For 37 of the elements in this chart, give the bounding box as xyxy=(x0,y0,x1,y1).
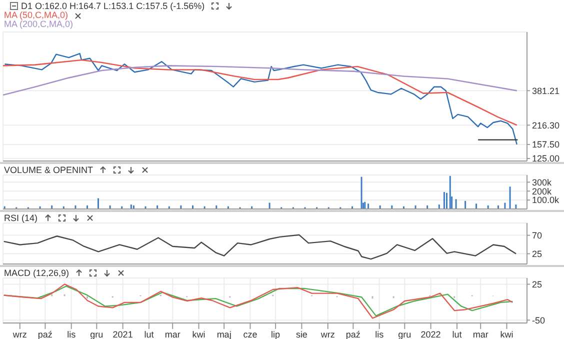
y-tick-label: 25 xyxy=(532,279,542,290)
y-tick-label: 200k xyxy=(532,186,552,196)
y-tick-label: 300k xyxy=(532,177,552,188)
x-tick-label: lut xyxy=(452,329,462,339)
y-tick-label: 70 xyxy=(532,230,542,240)
x-tick-label: kwi xyxy=(192,329,206,339)
chart-title: MACD (12,26,9) xyxy=(4,268,70,278)
text: MA (200,C,MA,0) xyxy=(4,19,74,29)
x-tick-label: lut xyxy=(144,329,154,339)
x-tick-label: cze xyxy=(243,329,258,339)
x-tick-label: mar xyxy=(472,329,488,339)
y-tick-label: 157.50 xyxy=(532,140,560,150)
x-tick-label: 2021 xyxy=(112,329,133,339)
chart-title: RSI (14) xyxy=(4,213,38,223)
y-tick-label: 25 xyxy=(532,248,542,259)
y-tick-label: 216.30 xyxy=(532,120,560,130)
x-tick-label: wrz xyxy=(320,329,336,339)
x-tick-label: gru xyxy=(398,329,412,339)
chart-title: D1 O:162.0 H:164.7 L:153.1 C:157.5 (-1.56%) xyxy=(21,1,205,11)
x-tick-label: 2022 xyxy=(420,329,441,339)
y-tick-label: 125.00 xyxy=(532,154,560,164)
x-tick-label: gru xyxy=(90,329,104,339)
x-tick-label: maj xyxy=(216,329,232,339)
y-tick-label: 381.21 xyxy=(532,86,560,96)
x-tick-label: paź xyxy=(38,329,53,339)
x-tick-label: wrz xyxy=(12,329,28,339)
x-tick-label: lis xyxy=(67,329,76,339)
x-tick-label: mar xyxy=(164,329,180,339)
x-tick-label: lis xyxy=(375,329,384,339)
x-tick-label: kwi xyxy=(500,329,514,339)
text: MA (50,C,MA,0) xyxy=(4,10,68,20)
x-tick-label: lip xyxy=(271,329,280,339)
x-tick-label: paź xyxy=(346,329,361,339)
y-tick-label: -50 xyxy=(532,315,546,326)
chart-title: VOLUME & OPENINT xyxy=(4,165,94,175)
x-tick-label: sie xyxy=(296,329,308,339)
y-tick-label: 100.0k xyxy=(532,195,560,206)
